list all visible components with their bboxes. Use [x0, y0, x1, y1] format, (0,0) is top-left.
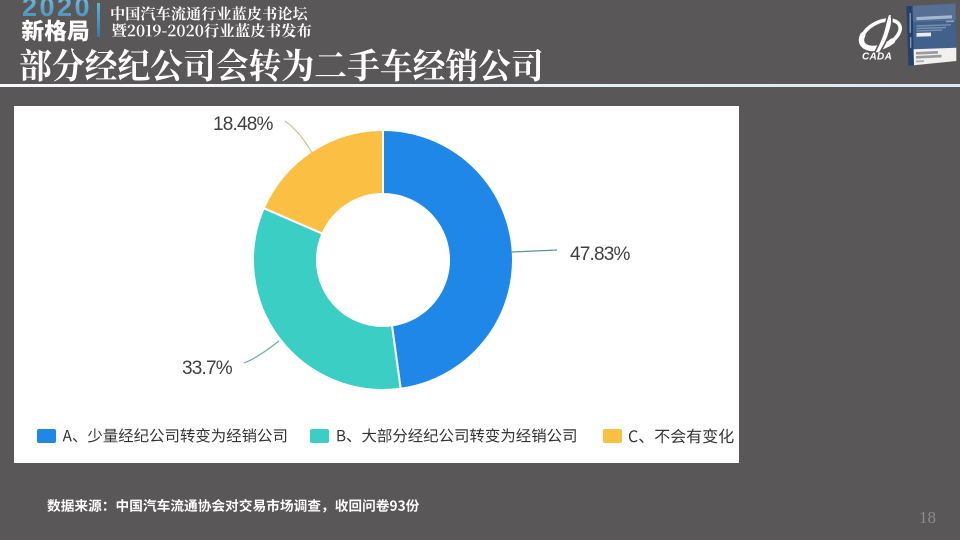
svg-text:2020: 2020: [22, 0, 92, 17]
svg-text:CADA: CADA: [862, 52, 892, 63]
